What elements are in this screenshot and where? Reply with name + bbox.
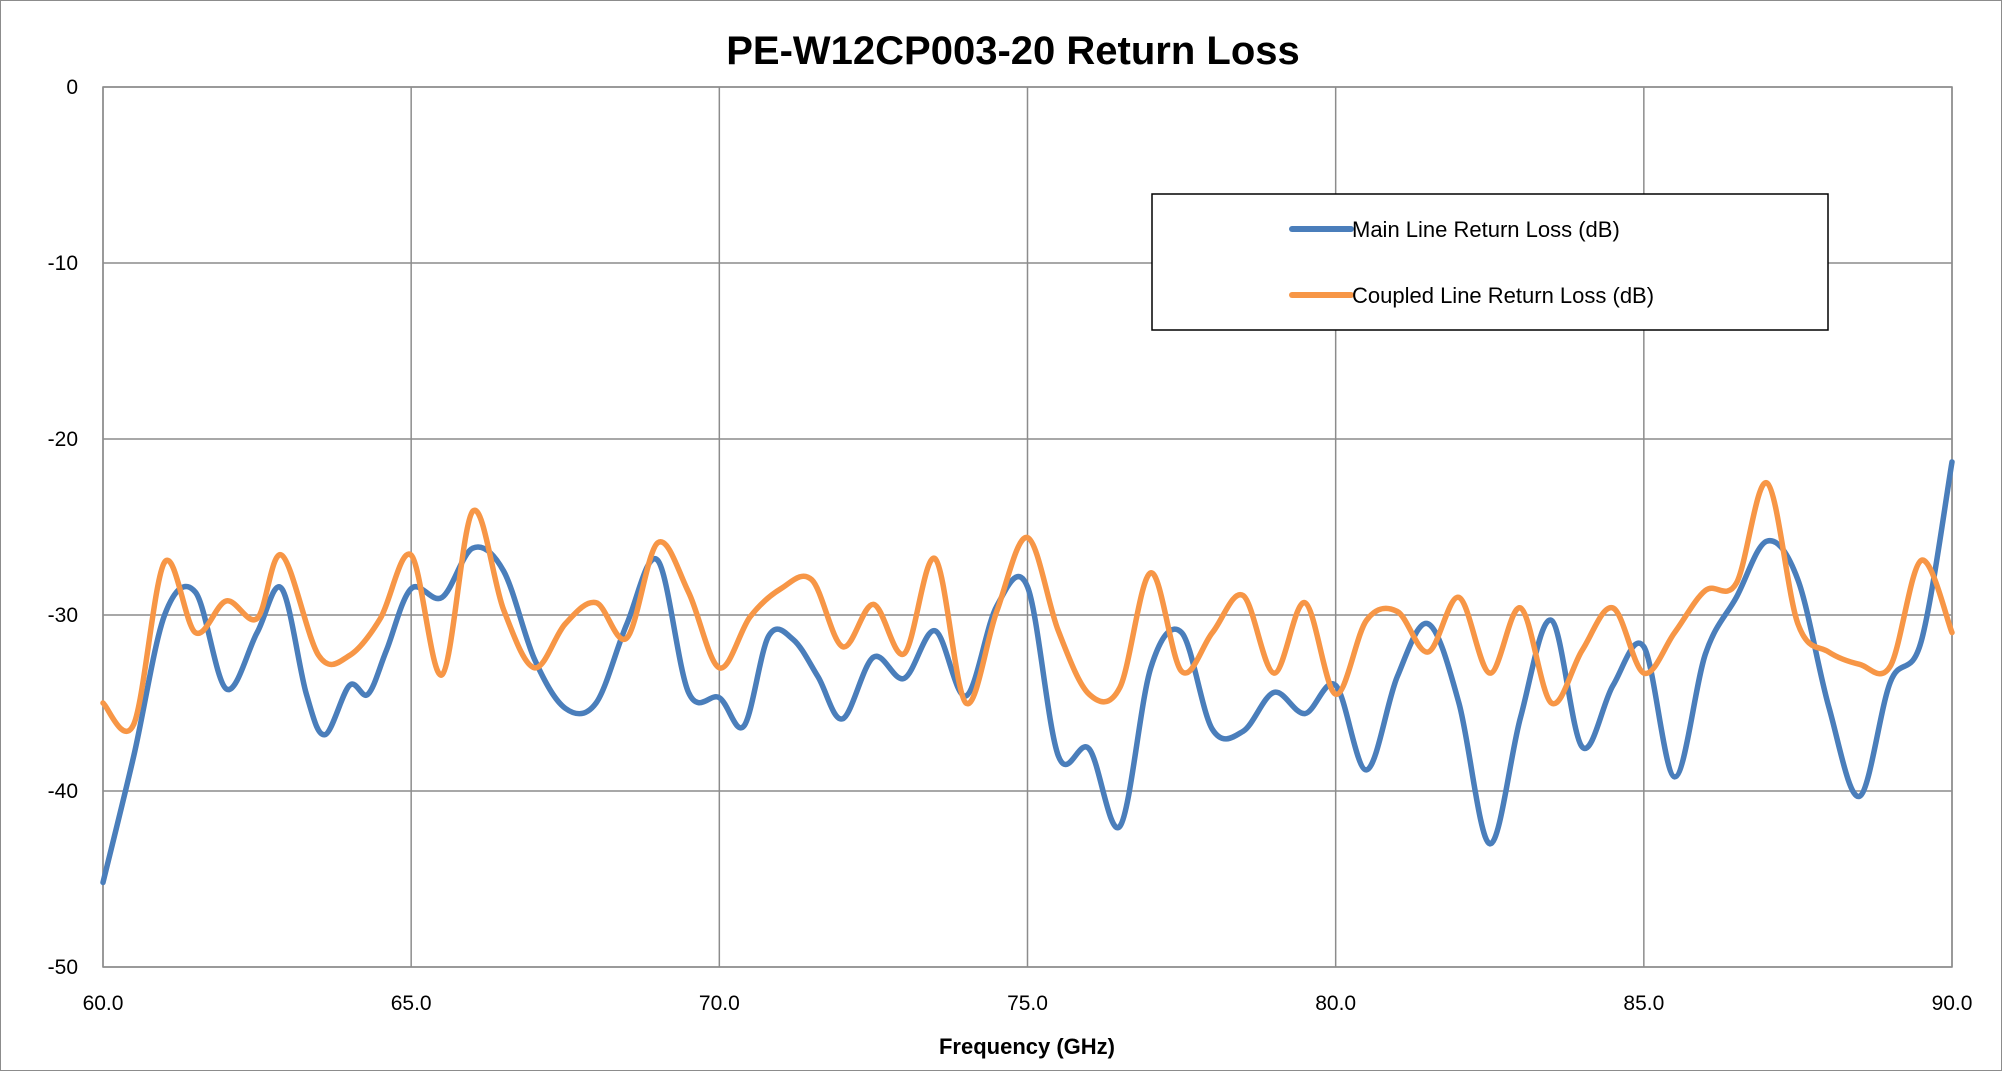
y-tick-label: -20 bbox=[48, 428, 78, 451]
chart-title: PE-W12CP003-20 Return Loss bbox=[726, 29, 1300, 73]
y-axis-tick-labels: 0 -10 -20 -30 -40 -50 bbox=[48, 76, 78, 979]
series-line-coupled-line bbox=[100, 480, 1955, 735]
x-tick-label: 70.0 bbox=[699, 992, 740, 1015]
x-tick-label: 60.0 bbox=[83, 992, 124, 1015]
series-line-main-line bbox=[100, 459, 1955, 886]
x-axis-tick-labels: 60.0 65.0 70.0 75.0 80.0 85.0 90.0 bbox=[83, 992, 1973, 1015]
y-tick-label: -40 bbox=[48, 780, 78, 803]
legend: Main Line Return Loss (dB) Coupled Line … bbox=[1151, 193, 1829, 331]
x-axis-title: Frequency (GHz) bbox=[939, 1034, 1115, 1059]
x-tick-label: 90.0 bbox=[1932, 992, 1973, 1015]
x-tick-label: 75.0 bbox=[1007, 992, 1048, 1015]
y-tick-label: -10 bbox=[48, 252, 78, 275]
y-tick-label: -30 bbox=[48, 604, 78, 627]
x-tick-label: 80.0 bbox=[1315, 992, 1356, 1015]
legend-box bbox=[1151, 193, 1829, 331]
y-tick-label: -50 bbox=[48, 956, 78, 979]
legend-label-main-line: Main Line Return Loss (dB) bbox=[1352, 217, 1620, 242]
x-tick-label: 65.0 bbox=[391, 992, 432, 1015]
legend-label-coupled-line: Coupled Line Return Loss (dB) bbox=[1352, 283, 1654, 308]
x-tick-label: 85.0 bbox=[1623, 992, 1664, 1015]
y-tick-label: 0 bbox=[66, 76, 78, 99]
series-lines bbox=[100, 459, 1955, 886]
